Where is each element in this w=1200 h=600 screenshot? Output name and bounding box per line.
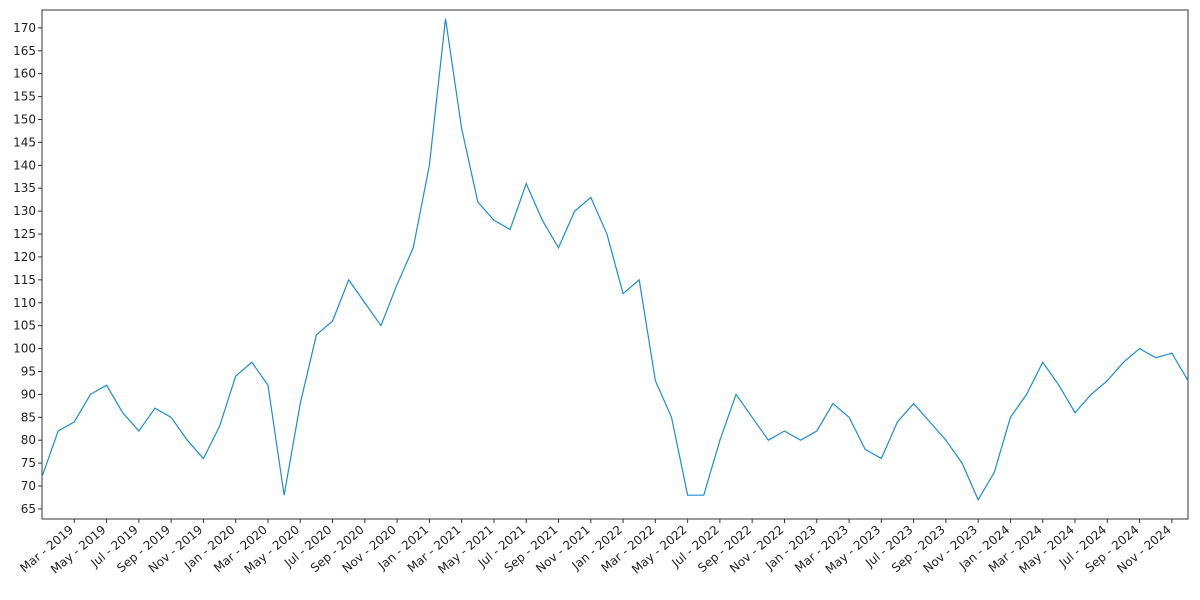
y-tick-label: 85: [21, 410, 36, 424]
y-tick-label: 115: [13, 273, 36, 287]
y-tick-label: 90: [21, 387, 36, 401]
y-tick-label: 125: [13, 227, 36, 241]
y-tick-label: 100: [13, 342, 36, 356]
y-tick-label: 155: [13, 90, 36, 104]
y-tick-label: 160: [13, 67, 36, 81]
y-tick-label: 135: [13, 181, 36, 195]
y-tick-label: 105: [13, 319, 36, 333]
y-tick-label: 95: [21, 364, 36, 378]
y-tick-label: 165: [13, 44, 36, 58]
y-tick-label: 110: [13, 296, 36, 310]
y-tick-label: 75: [21, 456, 36, 470]
y-tick-label: 130: [13, 204, 36, 218]
y-tick-label: 150: [13, 112, 36, 126]
y-tick-label: 170: [13, 21, 36, 35]
line-series: [41, 18, 1189, 502]
y-tick-label: 70: [21, 479, 36, 493]
y-tick-label: 145: [13, 135, 36, 149]
y-tick-label: 120: [13, 250, 36, 264]
y-tick-label: 140: [13, 158, 36, 172]
plot-frame: [41, 9, 1189, 520]
y-tick-label: 65: [21, 502, 36, 516]
y-tick-label: 80: [21, 433, 36, 447]
